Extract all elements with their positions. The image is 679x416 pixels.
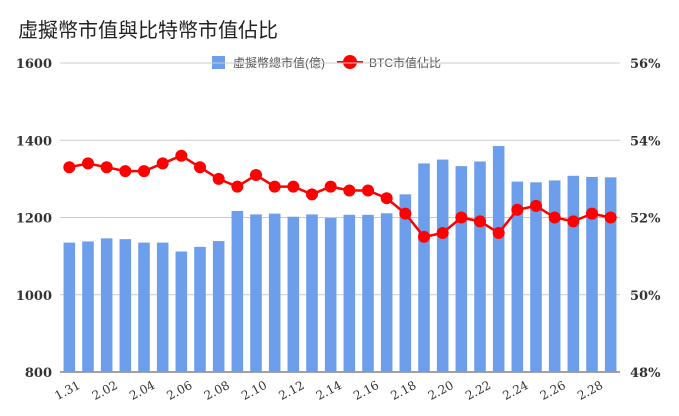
x-tick-label: 2.02: [90, 378, 120, 403]
bar: [194, 246, 206, 372]
line-point: [362, 184, 374, 197]
x-tick-label: 2.10: [239, 378, 269, 403]
x-tick-label: 2.22: [463, 378, 493, 403]
line-point: [231, 180, 244, 193]
line-point: [175, 149, 188, 162]
line-point: [306, 188, 318, 201]
line-point: [380, 192, 393, 205]
y-left-tick-label: 1000: [16, 289, 52, 304]
bar: [268, 213, 281, 372]
bar: [287, 216, 300, 372]
bar: [380, 213, 393, 372]
line-point: [343, 184, 356, 197]
y-right-tick-label: 50%: [630, 289, 661, 304]
bar: [436, 159, 449, 372]
bar: [82, 241, 94, 372]
y-left-tick-label: 1400: [16, 134, 52, 149]
line-point: [100, 161, 113, 174]
chart-title: 虛擬幣市值與比特幣市值佔比: [18, 18, 278, 42]
line-point: [548, 211, 561, 224]
line-point: [586, 207, 598, 220]
line-point: [399, 207, 412, 220]
line-point: [511, 203, 524, 216]
bar: [231, 210, 244, 372]
line-point: [455, 211, 468, 224]
x-tick-label: 2.18: [388, 378, 418, 403]
line-point: [82, 157, 94, 170]
line-point: [212, 172, 225, 185]
bar: [604, 177, 617, 372]
bar: [586, 176, 598, 372]
line-point: [287, 180, 300, 193]
x-tick-label: 2.08: [202, 378, 232, 403]
x-tick-label: 2.04: [127, 378, 157, 403]
x-tick-label: 2.06: [164, 378, 194, 403]
legend-swatch-line: [337, 55, 363, 69]
bar: [212, 241, 225, 372]
bar: [567, 175, 580, 372]
line-point: [604, 211, 617, 224]
y-right-tick-label: 56%: [630, 57, 661, 72]
line-point: [250, 169, 262, 182]
line-point: [194, 161, 206, 174]
line-point: [567, 215, 580, 228]
line-point: [268, 180, 281, 193]
y-right-tick-label: 48%: [630, 366, 661, 381]
bar: [100, 238, 113, 372]
x-tick-label: 2.26: [538, 378, 568, 403]
bar: [138, 242, 150, 372]
bar: [511, 181, 524, 372]
bar: [492, 146, 505, 372]
line-point: [119, 165, 132, 178]
bar: [250, 214, 262, 372]
x-tick-label: 1.31: [52, 378, 82, 403]
legend-swatch-bar: [212, 55, 225, 69]
bar: [119, 239, 132, 372]
line-point: [138, 165, 150, 178]
btc-share-line: [69, 154, 611, 239]
bar: [418, 163, 430, 372]
line-point: [530, 199, 542, 212]
bar: [306, 214, 318, 372]
bar: [455, 166, 468, 372]
line-point: [324, 180, 337, 193]
bar: [175, 251, 188, 372]
line-point: [474, 215, 486, 228]
bar: [156, 242, 169, 372]
line-point: [436, 226, 449, 239]
bar: [399, 194, 412, 372]
bar: [63, 242, 76, 372]
y-right-tick-label: 52%: [630, 212, 661, 227]
bar: [548, 180, 561, 372]
y-left-tick-label: 1600: [16, 57, 52, 72]
x-tick-label: 2.20: [426, 378, 456, 403]
x-tick-label: 2.14: [314, 378, 344, 403]
line-point: [492, 226, 505, 239]
line-point: [63, 161, 76, 174]
bar: [343, 214, 356, 372]
bar: [324, 217, 337, 372]
bar: [474, 161, 486, 372]
x-tick-label: 2.12: [276, 378, 306, 403]
y-left-tick-label: 800: [25, 366, 52, 381]
bar: [362, 214, 374, 372]
bar: [530, 182, 542, 372]
x-tick-label: 2.28: [575, 378, 605, 403]
line-point: [156, 157, 169, 170]
x-tick-label: 2.24: [500, 378, 530, 403]
x-tick-label: 2.16: [351, 378, 381, 403]
y-right-tick-label: 54%: [630, 134, 661, 149]
y-left-tick-label: 1200: [16, 212, 52, 227]
line-point: [418, 230, 430, 243]
